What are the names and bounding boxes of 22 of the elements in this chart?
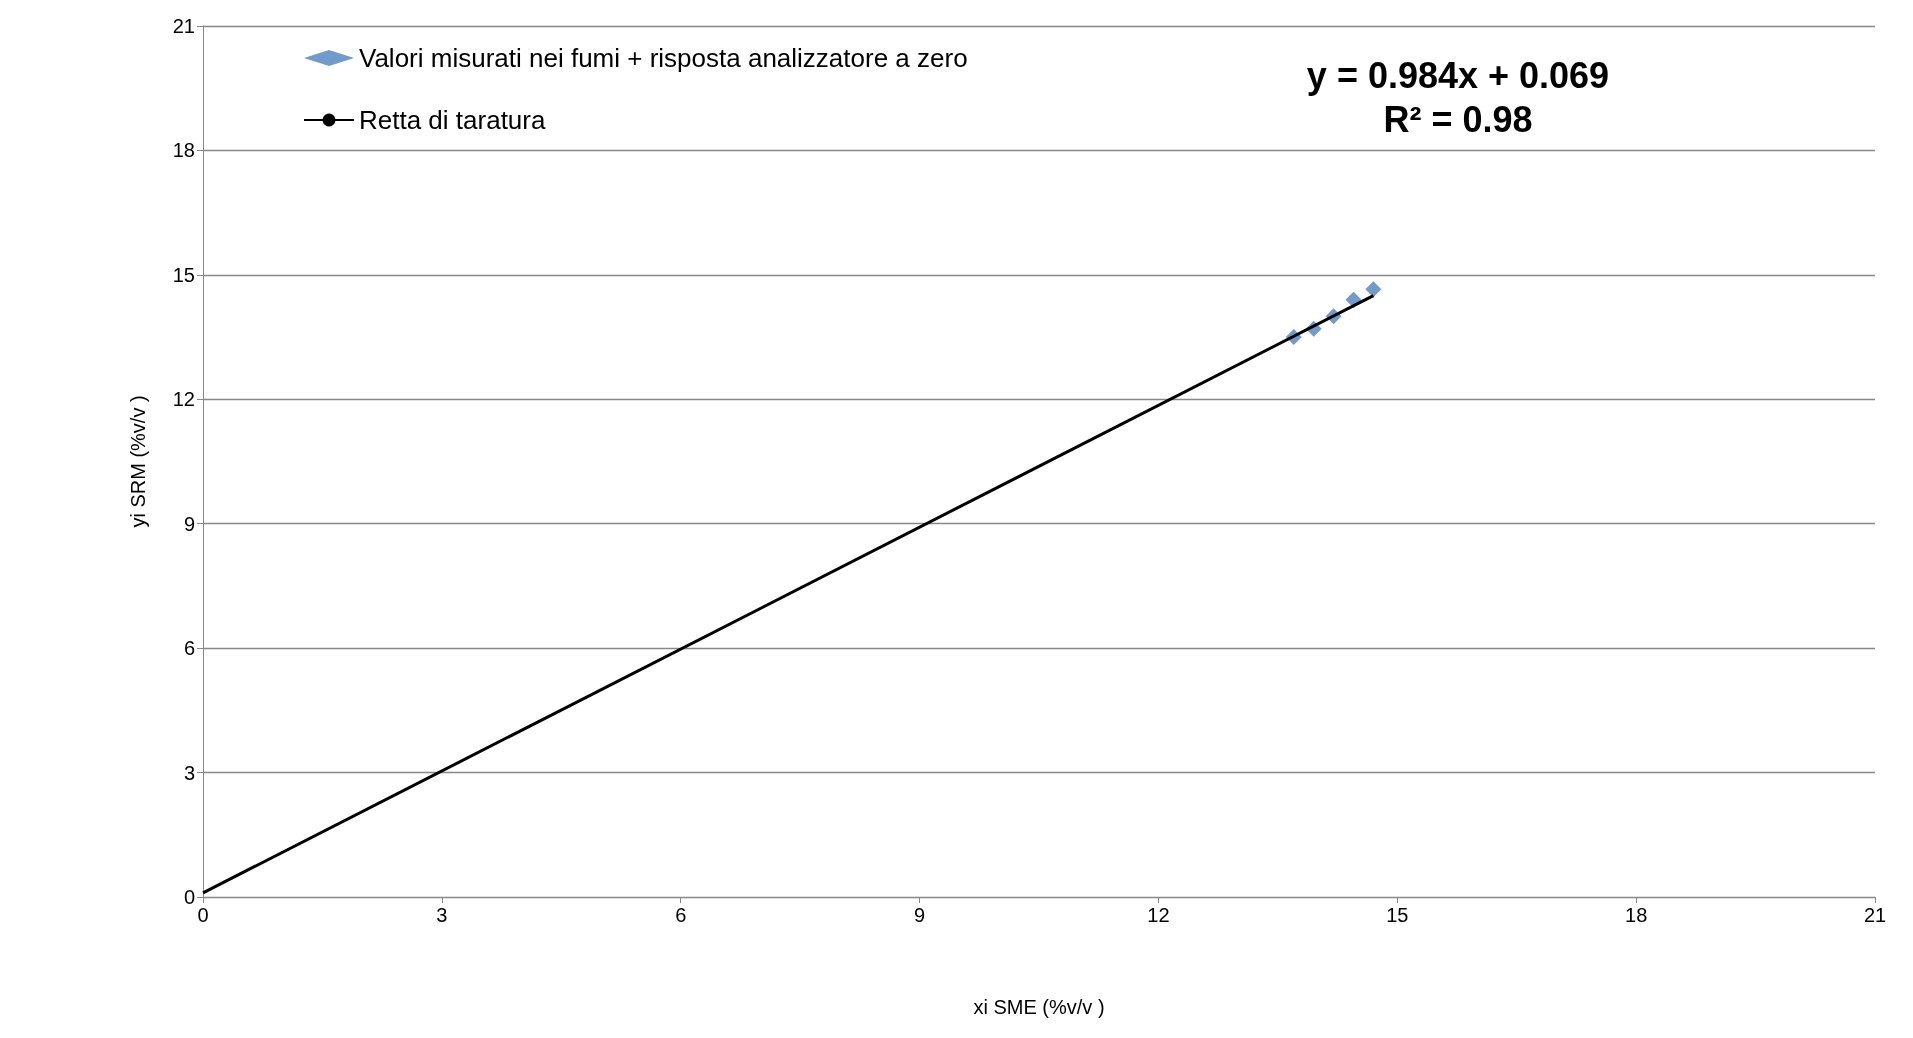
- x-tick-label: 21: [1863, 904, 1887, 926]
- y-tick-label: 12: [172, 388, 195, 411]
- x-tick-label: 0: [197, 904, 209, 926]
- y-tick-label: 6: [183, 637, 195, 660]
- x-tick-label: 12: [1147, 904, 1170, 926]
- legend-label: Retta di taratura: [359, 105, 546, 135]
- y-tick-label: 0: [183, 886, 195, 908]
- x-axis-title: xi SME (%v/v ): [973, 996, 1105, 1018]
- x-tick-label: 3: [436, 904, 448, 926]
- annotation: y = 0.984x + 0.069 R² = 0.98: [1306, 54, 1610, 140]
- x-tick-label: 9: [914, 904, 926, 926]
- x-tick-label: 18: [1625, 904, 1648, 926]
- y-tick-label: 3: [183, 761, 195, 784]
- y-axis-title: yi SRM (%v/v ): [127, 395, 149, 528]
- y-tick-label: 21: [172, 15, 195, 37]
- point: [1365, 281, 1382, 298]
- x-tick-label: 6: [675, 904, 687, 926]
- legend-label: Valori misurati nei fumi + risposta analizzatore a zero: [359, 43, 968, 73]
- y-tick-label: 18: [172, 139, 195, 162]
- y-tick-label: 9: [183, 512, 195, 535]
- y-tick-label: 15: [172, 263, 195, 286]
- x-tick-label: 15: [1386, 904, 1409, 926]
